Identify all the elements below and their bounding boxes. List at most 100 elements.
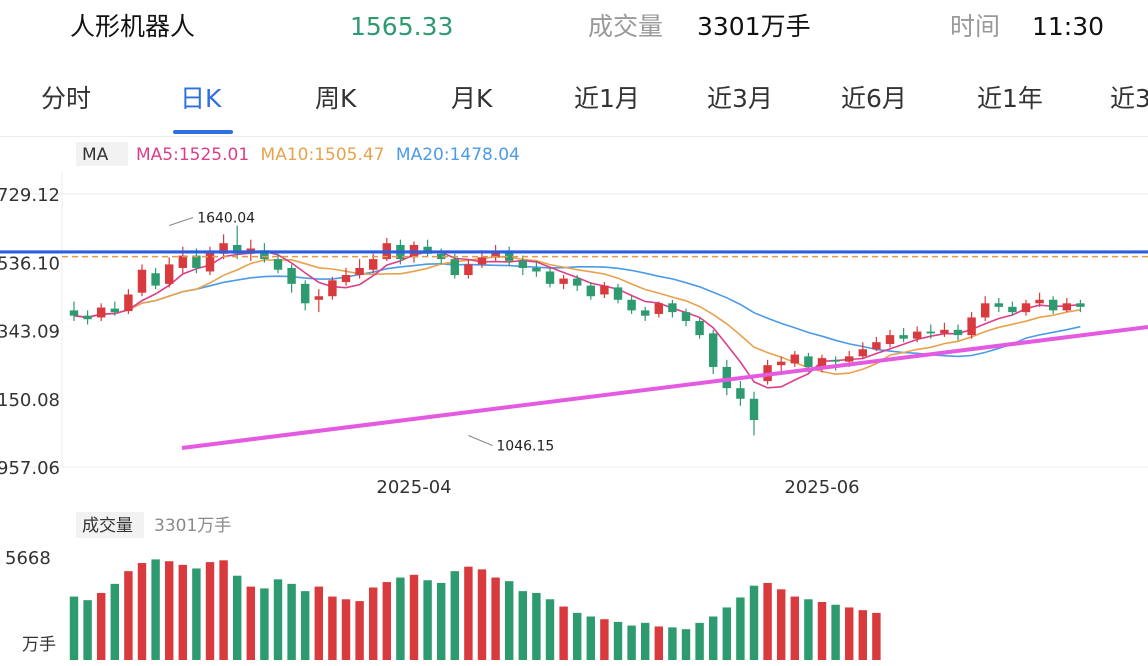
volume-y-tick: 5668 (5, 548, 51, 569)
candle (600, 282, 609, 299)
candle (300, 280, 310, 311)
candle (858, 342, 868, 359)
candle (96, 303, 106, 321)
candle-body (205, 252, 215, 272)
y-tick-label: 957.06 (0, 458, 60, 479)
candle-body (300, 283, 310, 304)
quote-header: 人形机器人 1565.33 成交量 3301万手 时间 11:30 (0, 0, 1148, 56)
candle (164, 257, 174, 288)
candle-body (219, 243, 228, 254)
candle-body (980, 303, 990, 318)
y-axis-ticks: 1729.12 1536.10 1343.09 1150.08 957.06 (0, 185, 60, 479)
candle-body (137, 269, 147, 293)
candle (980, 296, 990, 321)
candle (640, 306, 650, 321)
tab-intraday[interactable]: 分时 (41, 84, 92, 113)
kline-chart[interactable]: MA MA5:1525.01 MA10:1505.47 MA20:1478.04… (0, 136, 1148, 666)
candle (627, 296, 636, 314)
candle (450, 253, 460, 279)
candle-body (1035, 299, 1044, 304)
volume-bar (178, 564, 188, 660)
tab-3-years[interactable]: 近3 (1110, 84, 1148, 113)
y-tick-label: 1343.09 (0, 322, 60, 343)
candle (912, 326, 922, 343)
tab-6-months[interactable]: 近6月 (841, 84, 907, 113)
volume-bar (722, 607, 732, 660)
candle (124, 289, 133, 314)
tab-3-months[interactable]: 近3月 (707, 84, 773, 113)
y-tick-label: 1536.10 (0, 253, 60, 274)
volume-bar (654, 626, 664, 660)
candle-body (518, 260, 528, 268)
volume-bar (287, 583, 296, 660)
candle (586, 282, 596, 300)
volume-unit: 万手 (22, 635, 56, 655)
legend-ma20: MA20:1478.04 (396, 145, 520, 165)
candle-body (967, 317, 976, 336)
candle (1035, 292, 1044, 307)
active-tab-indicator (173, 130, 233, 134)
candle-body (668, 303, 677, 313)
candle (1048, 296, 1058, 314)
candle-body (559, 278, 568, 284)
candle-body (926, 331, 936, 334)
volume-bar (409, 574, 419, 660)
reference-lines (0, 250, 1148, 450)
candle-body (708, 333, 718, 367)
candle (572, 275, 582, 291)
candle-body (545, 271, 555, 284)
legend-ma5: MA5:1525.01 (136, 145, 249, 165)
volume-bar (640, 622, 650, 660)
tab-daily-k[interactable]: 日K (180, 84, 222, 113)
candle-body (790, 354, 800, 364)
candle-body (477, 257, 487, 265)
volume-bar (382, 582, 392, 660)
volume-bar (817, 602, 827, 660)
volume-bar (804, 599, 813, 660)
candle (83, 310, 92, 325)
volume-bar (708, 616, 718, 660)
x-tick-label: 2025-04 (376, 477, 451, 498)
candle-body (1048, 299, 1058, 311)
candle-body (912, 331, 922, 339)
candle-body (872, 342, 881, 350)
high-annotation: 1640.04 (169, 210, 255, 226)
tab-monthly-k[interactable]: 月K (451, 84, 493, 113)
candle (940, 322, 949, 337)
candle-body (314, 296, 324, 300)
candle (885, 329, 895, 348)
candle-body (736, 388, 745, 399)
volume-panel: 成交量 3301万手 5668 万手 (5, 512, 881, 660)
time-value: 11:30 (1032, 12, 1105, 41)
volume-bar (436, 582, 446, 660)
volume-bar (328, 596, 337, 660)
volume-bar (205, 562, 215, 660)
volume-bars (69, 559, 881, 660)
candle (613, 283, 623, 304)
candle (314, 289, 324, 313)
tab-1-month[interactable]: 近1月 (574, 84, 640, 113)
candle (763, 359, 772, 385)
candle-body (940, 329, 949, 334)
volume-bar (763, 582, 772, 660)
candle-body (844, 356, 854, 362)
annotation-leader (169, 217, 194, 226)
tab-1-year[interactable]: 近1年 (977, 84, 1043, 113)
volume-bar (668, 627, 677, 660)
volume-bar (151, 559, 160, 660)
candle-body (273, 259, 283, 270)
candle-body (953, 329, 963, 336)
candle-body (600, 285, 609, 295)
volume-value: 3301万手 (697, 12, 811, 41)
candle (749, 391, 759, 436)
tab-weekly-k[interactable]: 周K (315, 84, 357, 113)
volume-bar (96, 592, 106, 660)
candle (1021, 299, 1031, 316)
candle-body (355, 267, 364, 276)
candle (110, 301, 120, 316)
candle (518, 255, 528, 276)
candle (341, 267, 351, 286)
candle-body (1076, 303, 1085, 307)
candle-body (423, 246, 432, 254)
